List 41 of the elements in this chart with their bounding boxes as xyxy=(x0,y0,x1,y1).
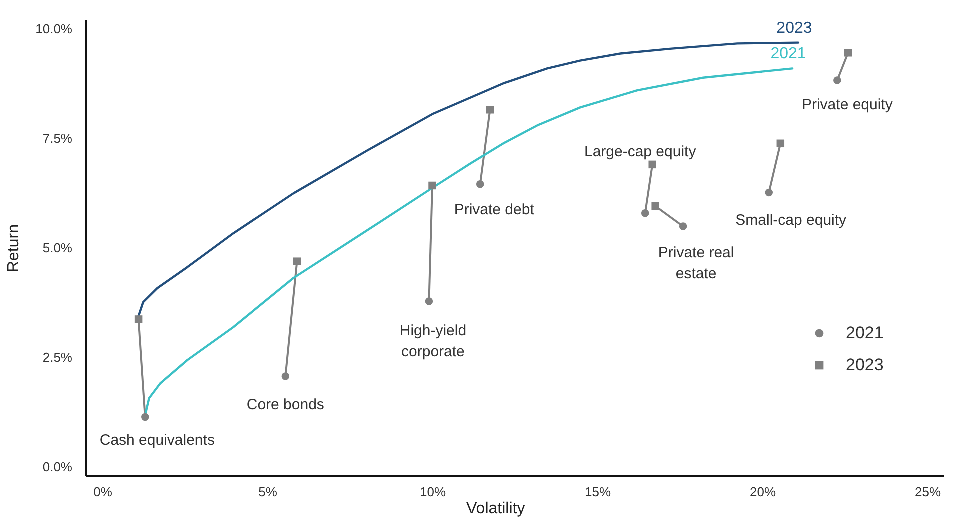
point xyxy=(425,298,434,306)
x-tick-label: 15% xyxy=(584,484,612,500)
y-tick-label: 10.0% xyxy=(36,21,73,36)
x-tick-label: 20% xyxy=(750,484,776,500)
annotation: Large-cap equity xyxy=(584,143,697,160)
x-tick-label: 5% xyxy=(258,484,278,500)
series-label: 2021 xyxy=(770,46,806,63)
point xyxy=(142,413,150,422)
y-tick-label: 7.5% xyxy=(42,130,73,146)
point xyxy=(776,140,785,148)
x-axis-title: Volatility xyxy=(466,500,526,517)
point xyxy=(679,222,688,230)
series-label: 2023 xyxy=(776,20,812,37)
point xyxy=(293,258,302,266)
point xyxy=(428,182,436,190)
x-tick-label: 0% xyxy=(94,484,113,500)
annotation: High-yield corporate xyxy=(400,322,467,360)
annotation: Small-cap equity xyxy=(736,212,848,229)
point xyxy=(282,372,290,380)
point xyxy=(652,202,660,210)
point xyxy=(134,316,143,324)
point xyxy=(844,49,852,57)
point xyxy=(476,180,484,188)
x-tick-label: 10% xyxy=(420,484,446,500)
annotation: Private real estate xyxy=(658,244,734,283)
x-tick-label: 25% xyxy=(914,484,942,500)
annotation: Cash equivalents xyxy=(100,432,215,450)
y-axis-title: Return xyxy=(6,224,23,273)
annotation: Private equity xyxy=(802,96,894,114)
point xyxy=(648,160,656,169)
y-tick-label: 2.5% xyxy=(42,350,73,366)
annotation: Private debt xyxy=(454,201,536,218)
annotation: Core bonds xyxy=(246,396,324,414)
y-tick-label: 0.0% xyxy=(42,460,73,475)
y-tick-label: 5.0% xyxy=(42,240,73,256)
point xyxy=(486,106,494,114)
legend-label: 2021 xyxy=(846,324,884,342)
point xyxy=(765,188,773,197)
point xyxy=(834,76,842,84)
point xyxy=(641,209,650,218)
legend-label: 2023 xyxy=(846,356,884,374)
